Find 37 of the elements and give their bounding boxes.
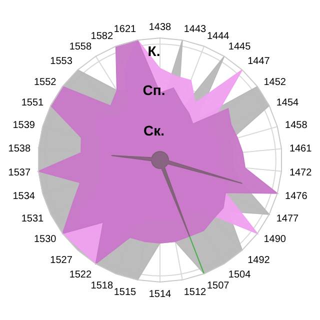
spoke-label: 1558 [69,41,92,52]
spoke-label: 1447 [248,56,270,67]
spoke-label: 1458 [285,120,308,131]
spoke-label: 1461 [289,144,312,155]
spoke-label: 1522 [69,270,92,281]
y-tick-label: Ск. [143,122,165,138]
spoke-label: 1444 [206,30,230,42]
spoke-label: 1452 [264,77,286,88]
spoke-label: 1512 [184,286,207,298]
spoke-label: 1621 [114,24,137,36]
spoke-label: 1539 [12,120,36,131]
spoke-label: 1553 [50,56,73,67]
spoke-label: 1527 [50,255,73,266]
spoke-label: 1531 [21,213,44,224]
y-tick-label: Сп. [142,82,166,98]
spoke-label: 1438 [148,22,172,33]
spoke-label: 1492 [248,255,270,266]
spoke-label: 1552 [34,77,57,88]
spoke-label: 1537 [8,168,31,179]
spoke-label: 1472 [289,168,312,179]
spoke-label: 1515 [114,286,137,298]
spoke-label: 1477 [276,213,300,224]
spoke-label: 1445 [228,41,252,52]
spoke-label: 1551 [21,98,44,109]
spoke-label: 1476 [285,191,308,202]
spoke-label: 1538 [8,144,31,155]
y-tick-label: К. [148,43,160,60]
spoke-label: 1454 [276,98,300,109]
spoke-label: 1443 [184,24,207,36]
spoke-label: 1504 [228,270,252,281]
spoke-label: 1518 [90,280,114,292]
spoke-label: 1530 [34,234,57,245]
spoke-label: 1507 [206,280,230,292]
spoke-label: 1582 [90,30,114,42]
spoke-label: 1514 [148,289,172,300]
spoke-label: 1534 [12,191,36,202]
spoke-label: 1490 [264,234,286,245]
